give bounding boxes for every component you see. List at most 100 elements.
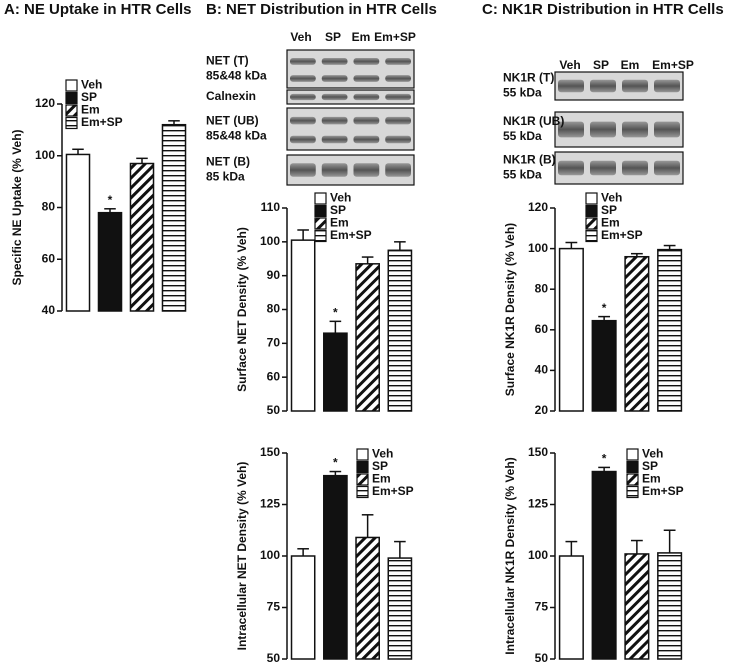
legend-label: Em+SP	[642, 484, 684, 498]
blot-band	[654, 160, 680, 176]
y-tick-label: 50	[267, 403, 281, 417]
blot-band	[321, 57, 348, 65]
lane-label: SP	[325, 30, 341, 44]
blot-band	[622, 79, 648, 93]
y-tick-label: 100	[260, 548, 280, 562]
legend-swatch	[626, 460, 639, 474]
y-tick-label: 40	[42, 303, 56, 317]
legend-swatch	[356, 473, 369, 486]
bar	[657, 248, 683, 412]
legend-swatch	[585, 204, 598, 218]
y-tick-label: 60	[267, 369, 281, 383]
blot-band	[321, 116, 348, 125]
y-tick-label: 150	[260, 445, 280, 459]
significance-mark: *	[602, 301, 607, 315]
legend-swatch	[314, 204, 327, 218]
bar	[355, 263, 380, 412]
legend-label: Veh	[330, 191, 351, 205]
blot-band	[321, 75, 348, 82]
y-tick-label: 90	[267, 268, 281, 282]
legend-swatch	[314, 217, 327, 230]
legend-swatch	[585, 192, 598, 205]
y-tick-label: 80	[267, 302, 281, 316]
blot-band	[622, 160, 648, 176]
legend-label: Em	[601, 216, 620, 230]
bar	[387, 249, 413, 412]
legend-swatch	[356, 460, 369, 474]
legend-swatch	[356, 485, 369, 499]
lane-label: Em+SP	[374, 30, 416, 44]
blot-band	[321, 163, 348, 177]
y-tick-label: 80	[535, 281, 549, 295]
bar	[129, 162, 155, 312]
y-tick-label: 150	[528, 445, 548, 459]
bar	[558, 555, 584, 660]
legend-swatch	[65, 104, 78, 117]
legend-swatch	[65, 79, 78, 92]
panel-title: B: NET Distribution in HTR Cells	[206, 1, 437, 18]
y-tick-label: 70	[267, 336, 281, 350]
blot-band	[353, 135, 380, 144]
y-tick-label: 60	[42, 251, 56, 265]
y-axis-label: Specific NE Uptake (% Veh)	[10, 129, 24, 285]
blot-band	[353, 116, 380, 125]
significance-mark: *	[108, 193, 113, 207]
bar	[591, 470, 617, 660]
blot-band	[385, 93, 411, 101]
blot-image	[286, 89, 415, 105]
panel-title: C: NK1R Distribution in HTR Cells	[482, 1, 724, 18]
bar	[387, 557, 413, 660]
legend-label: Em+SP	[601, 228, 643, 242]
legend-label: Em+SP	[330, 228, 372, 242]
blot-label: NET (B)	[206, 155, 250, 169]
legend-swatch	[585, 217, 598, 230]
blot-band	[353, 75, 380, 82]
blot-label: Calnexin	[206, 89, 256, 103]
blot-band	[290, 163, 316, 177]
legend-label: SP	[372, 459, 388, 473]
y-tick-label: 40	[535, 363, 549, 377]
legend-label: Em	[330, 216, 349, 230]
blot-band	[385, 116, 411, 125]
legend-swatch	[65, 91, 78, 105]
legend-label: Veh	[642, 447, 663, 461]
blot-band	[558, 121, 584, 138]
y-axis-label: Intracellular NK1R Density (% Veh)	[503, 457, 517, 654]
y-tick-label: 100	[528, 548, 548, 562]
y-axis-label: Surface NET Density (% Veh)	[235, 227, 249, 392]
bar	[624, 553, 650, 660]
legend-label: SP	[81, 90, 97, 104]
blot-band	[385, 75, 411, 82]
legend-label: Em	[642, 472, 661, 486]
legend-label: Em	[81, 103, 100, 117]
blot-band	[590, 160, 616, 176]
legend-label: Veh	[601, 191, 622, 205]
blot-band	[558, 160, 584, 176]
blot-label: NET (UB)	[206, 114, 259, 128]
legend-label: Em	[372, 472, 391, 486]
legend-swatch	[626, 485, 639, 499]
blot-band	[558, 79, 584, 93]
y-tick-label: 20	[535, 403, 549, 417]
blot-band	[290, 75, 316, 82]
legend-label: SP	[642, 459, 658, 473]
bar	[65, 153, 91, 312]
blot-band	[290, 116, 316, 125]
y-tick-label: 120	[528, 200, 548, 214]
y-tick-label: 125	[260, 497, 280, 511]
chart-title: A: NE Uptake in HTR Cells	[4, 1, 192, 18]
blot-image	[286, 49, 415, 89]
significance-mark: *	[333, 456, 338, 470]
lane-label: Veh	[559, 58, 580, 72]
legend-label: SP	[330, 203, 346, 217]
lane-label: Em	[621, 58, 640, 72]
significance-mark: *	[333, 306, 338, 320]
y-tick-label: 120	[35, 96, 55, 110]
y-tick-label: 110	[261, 200, 281, 214]
blot-band	[385, 57, 411, 65]
y-tick-label: 75	[535, 600, 549, 614]
y-tick-label: 80	[42, 200, 56, 214]
blot-label: 55 kDa	[503, 86, 542, 100]
blot-label: 55 kDa	[503, 129, 542, 143]
y-tick-label: 100	[528, 241, 548, 255]
